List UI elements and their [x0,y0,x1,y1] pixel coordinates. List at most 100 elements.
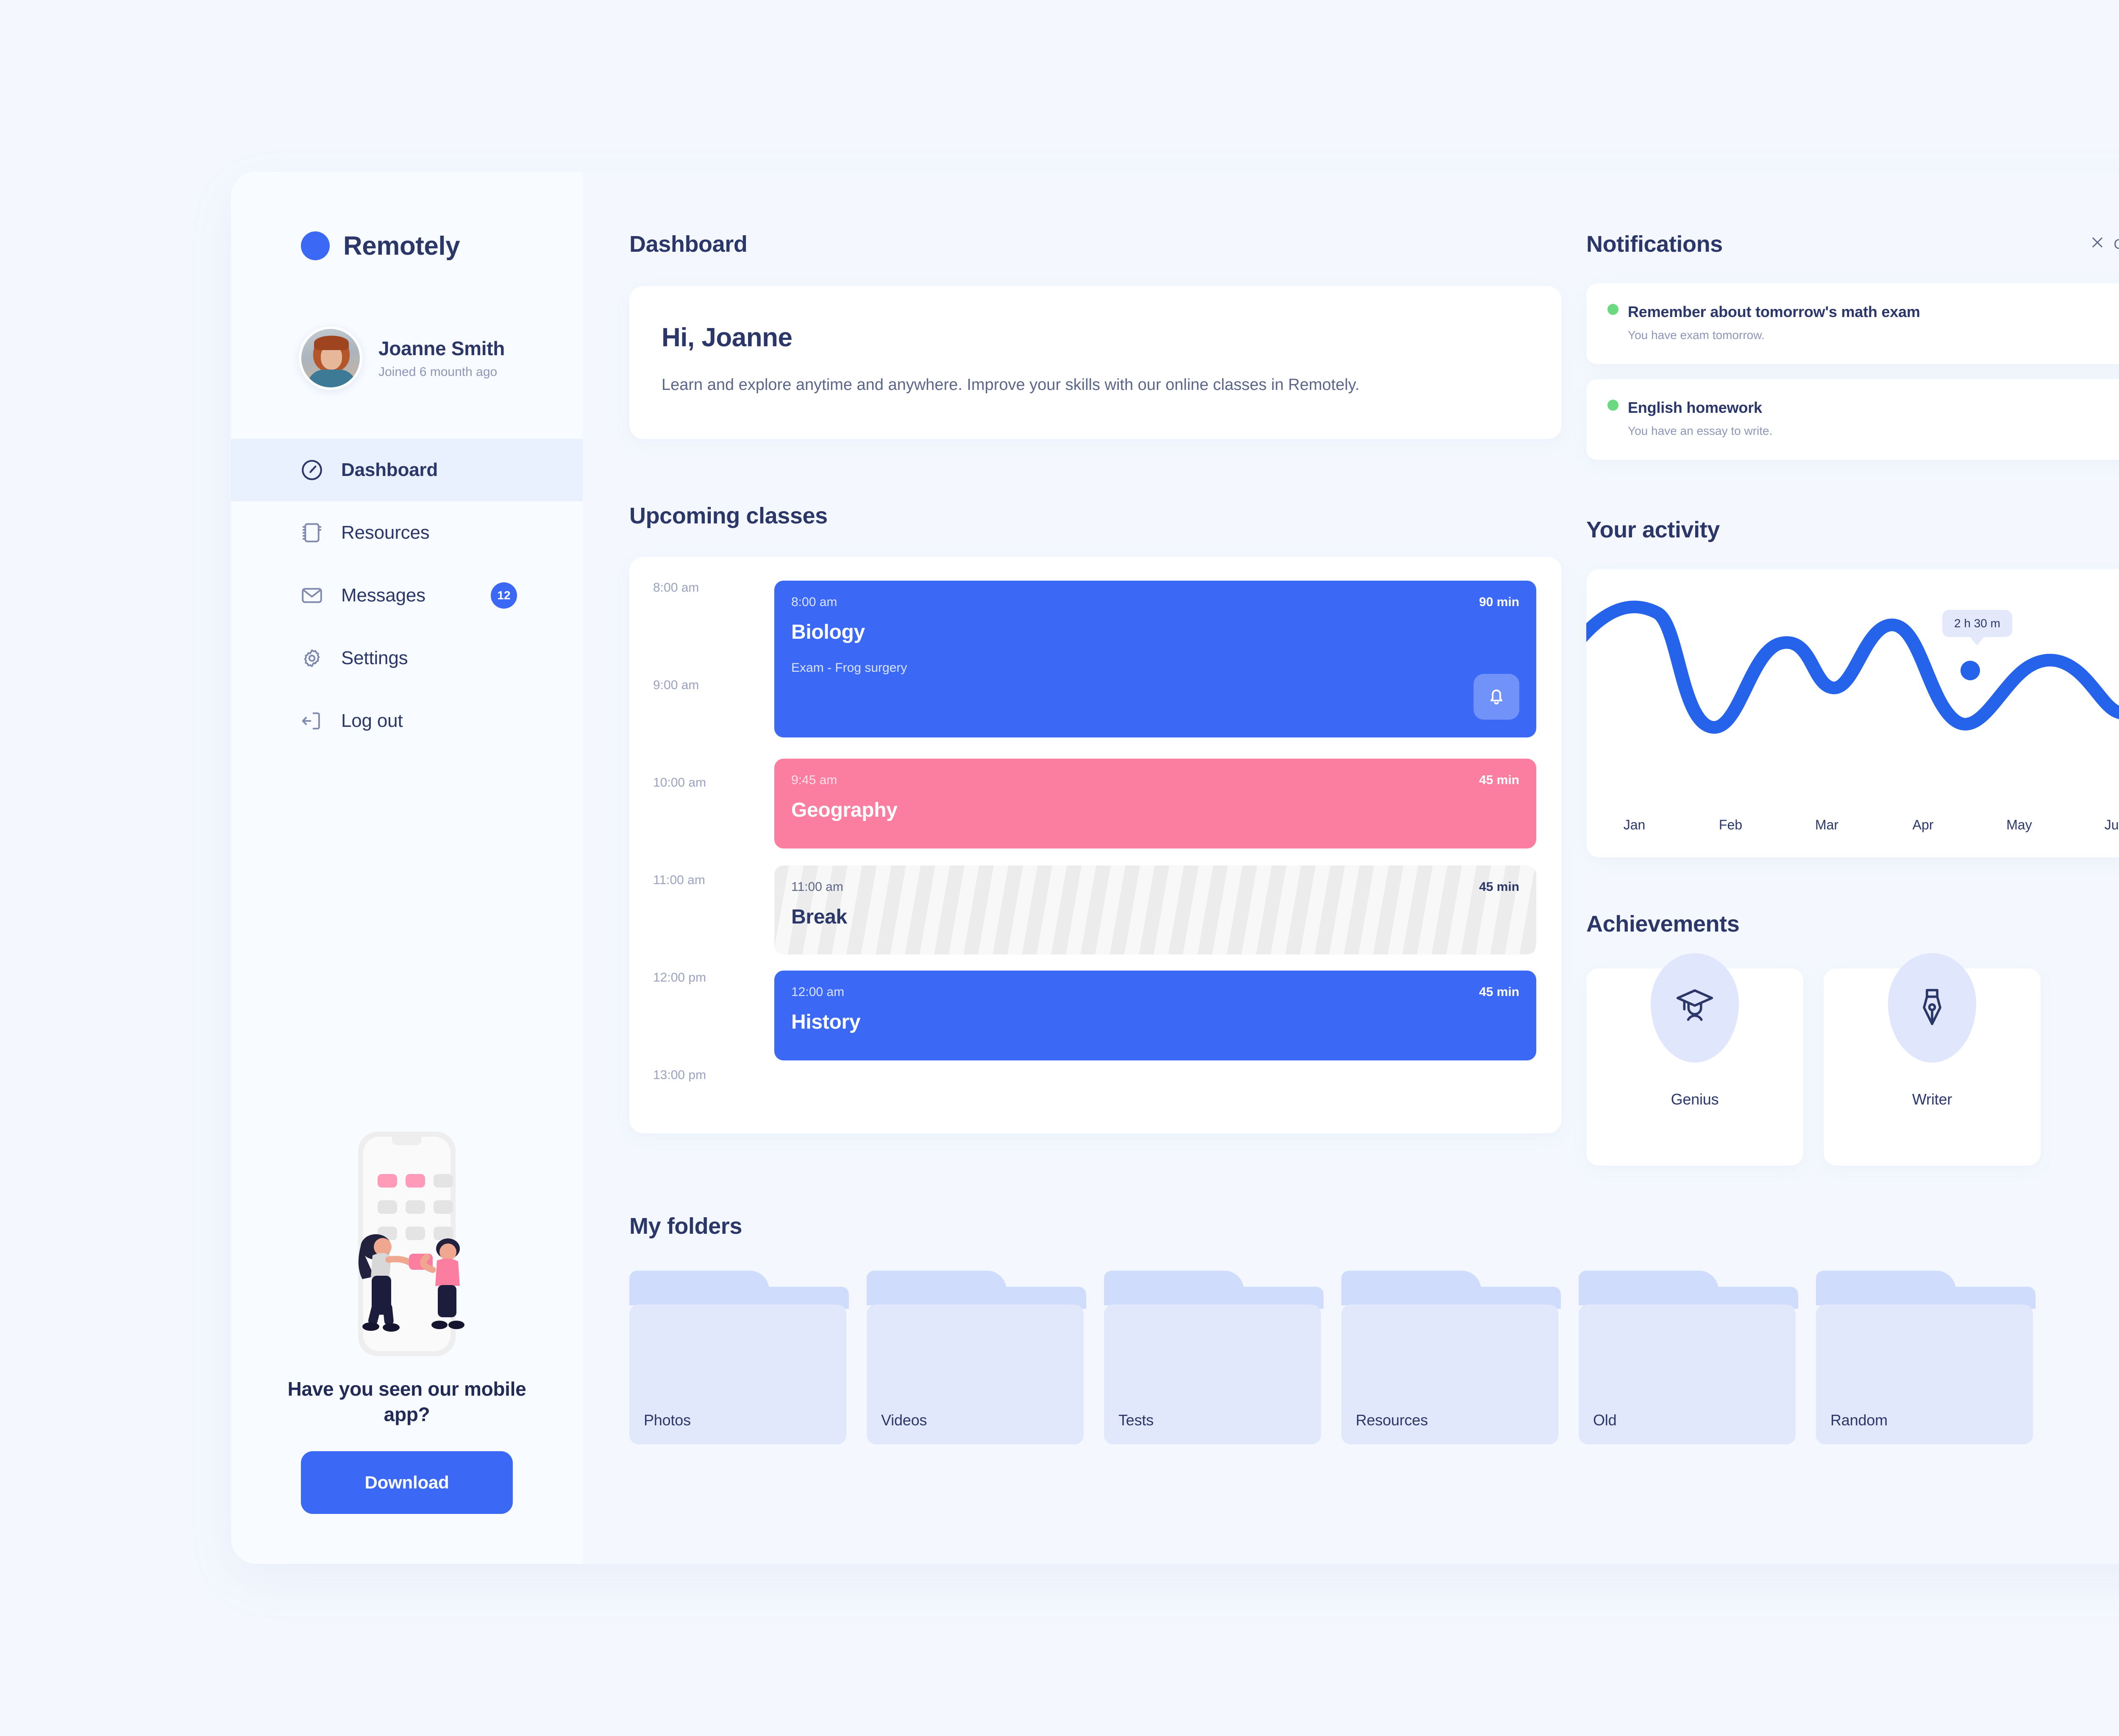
pen-nib-icon [1910,985,1954,1031]
notification-item[interactable]: English homework You have an essay to wr… [1586,379,2119,460]
sidebar-item-settings[interactable]: Settings [231,627,583,690]
achievement-item-genius[interactable]: Genius [1586,953,1803,1166]
time-label: 11:00 am [653,873,705,887]
notification-subtitle: You have an essay to write. [1628,424,1773,437]
notification-title: English homework [1628,399,1762,416]
profile-name: Joanne Smith [378,337,505,359]
time-label: 10:00 am [653,775,706,790]
folder-name: Videos [881,1411,927,1429]
folder-item[interactable]: Photos [629,1270,849,1444]
event-time: 8:00 am [791,595,837,609]
unread-dot-icon [1607,400,1618,411]
brand-dot-icon [301,231,330,260]
reminder-bell-button[interactable] [1474,673,1519,720]
achievement-label: Writer [1912,1091,1952,1108]
messages-badge: 12 [491,582,517,609]
app-window: Remotely Joanne Smith Joined 6 mounth ag… [231,172,2119,1564]
folder-item[interactable]: Resources [1341,1270,1561,1444]
sidebar-item-label: Dashboard [341,459,438,480]
folder-tab-icon [1816,1270,2036,1309]
envelope-icon [299,582,325,609]
x-tick-label: Jan [1623,817,1646,832]
speedometer-icon [299,457,325,483]
activity-line-chart [1586,601,2119,734]
schedule-event-biology[interactable]: 8:00 am 90 min Biology Exam - Frog surge… [774,580,1536,737]
event-duration: 45 min [1479,985,1519,999]
x-tick-label: Mar [1815,817,1839,832]
schedule-events: 8:00 am 90 min Biology Exam - Frog surge… [774,580,1540,1110]
folder-item[interactable]: Videos [867,1270,1086,1444]
chart-active-point [1960,661,1980,680]
graduation-cap-icon [1673,985,1717,1031]
sidebar-item-label: Messages [341,585,425,606]
folder-tab-icon [629,1270,849,1309]
folder-tab-icon [1341,1270,1561,1309]
main-content: Dashboard Hi, Joanne Learn and explore a… [583,172,2119,1564]
sidebar-item-label: Log out [341,710,403,731]
folder-tab-icon [1104,1270,1324,1309]
folder-item[interactable]: Old [1579,1270,1798,1444]
folder-tab-icon [1579,1270,1798,1309]
achievement-label: Genius [1671,1091,1719,1108]
download-button[interactable]: Download [301,1451,513,1514]
notifications-header: Notifications Clear all [1586,231,2119,257]
logout-icon [299,708,325,734]
folder-name: Old [1593,1411,1617,1429]
brand-logo[interactable]: Remotely [231,227,583,265]
notifications-title: Notifications [1586,231,1723,257]
schedule-event-geography[interactable]: 9:45 am 45 min Geography [774,758,1536,849]
x-tick-label: May [2006,817,2032,832]
time-label: 9:00 am [653,678,699,692]
sidebar-item-logout[interactable]: Log out [231,690,583,752]
event-time: 9:45 am [791,773,837,787]
event-note: Exam - Frog surgery [791,660,907,675]
event-name: Break [791,905,847,928]
achievement-item-writer[interactable]: Writer [1824,953,2041,1166]
achievement-badge-bg [1888,953,1976,1063]
schedule-time-axis: 8:00 am 9:00 am 10:00 am 11:00 am 12:00 … [653,581,759,1166]
promo-title: Have you seen our mobile app? [287,1378,526,1426]
folder-item[interactable]: Random [1816,1270,2036,1444]
event-duration: 45 min [1479,773,1519,787]
achievements-title: Achievements [1586,911,1740,937]
sidebar-item-label: Resources [341,522,430,543]
clear-all-label: Clear all [2113,236,2119,252]
sidebar-nav: Dashboard Resources Me [231,439,583,752]
avatar [299,326,362,390]
sidebar: Remotely Joanne Smith Joined 6 mounth ag… [231,172,583,1564]
upcoming-classes-title: Upcoming classes [629,503,828,529]
main-left-column: Dashboard Hi, Joanne Learn and explore a… [629,231,2036,1564]
sidebar-item-dashboard[interactable]: Dashboard [231,439,583,501]
achievement-badge-bg [1651,953,1739,1063]
main-right-column: Notifications Clear all Remember about t… [1586,231,2119,1564]
event-time: 12:00 am [791,985,845,999]
schedule-card: 8:00 am 9:00 am 10:00 am 11:00 am 12:00 … [629,556,1562,1133]
gear-icon [299,645,325,671]
user-profile[interactable]: Joanne Smith Joined 6 mounth ago [231,324,583,392]
page-title: Dashboard [629,231,748,257]
welcome-title: Hi, Joanne [662,323,793,352]
bell-icon [1485,685,1507,708]
mobile-app-illustration [337,1123,477,1369]
event-duration: 90 min [1479,595,1519,609]
x-tick-label: Apr [1912,817,1934,832]
notification-subtitle: You have exam tomorrow. [1628,328,1765,342]
event-time: 11:00 am [791,879,843,894]
my-folders-title: My folders [629,1213,742,1239]
mobile-app-promo: Have you seen our mobile app? Download [231,1123,583,1514]
folder-item[interactable]: Tests [1104,1270,1324,1444]
welcome-body: Learn and explore anytime and anywhere. … [662,376,1360,394]
event-name: History [791,1010,861,1033]
achievements-grid: Genius Writer [1586,953,2119,1166]
folder-name: Tests [1118,1411,1154,1429]
time-label: 8:00 am [653,580,699,595]
clear-all-button[interactable]: Clear all [2081,234,2119,254]
notification-item[interactable]: Remember about tomorrow's math exam You … [1586,284,2119,364]
event-name: Biology [791,620,865,643]
schedule-event-history[interactable]: 12:00 am 45 min History [774,970,1536,1060]
chart-tooltip: 2 h 30 m [1942,610,2012,637]
activity-chart-card[interactable]: 2 h 30 m Jan Feb Mar Apr May Jun [1586,569,2119,857]
schedule-event-break[interactable]: 11:00 am 45 min Break [774,865,1536,954]
sidebar-item-messages[interactable]: Messages 12 [231,564,583,627]
sidebar-item-resources[interactable]: Resources [231,501,583,564]
